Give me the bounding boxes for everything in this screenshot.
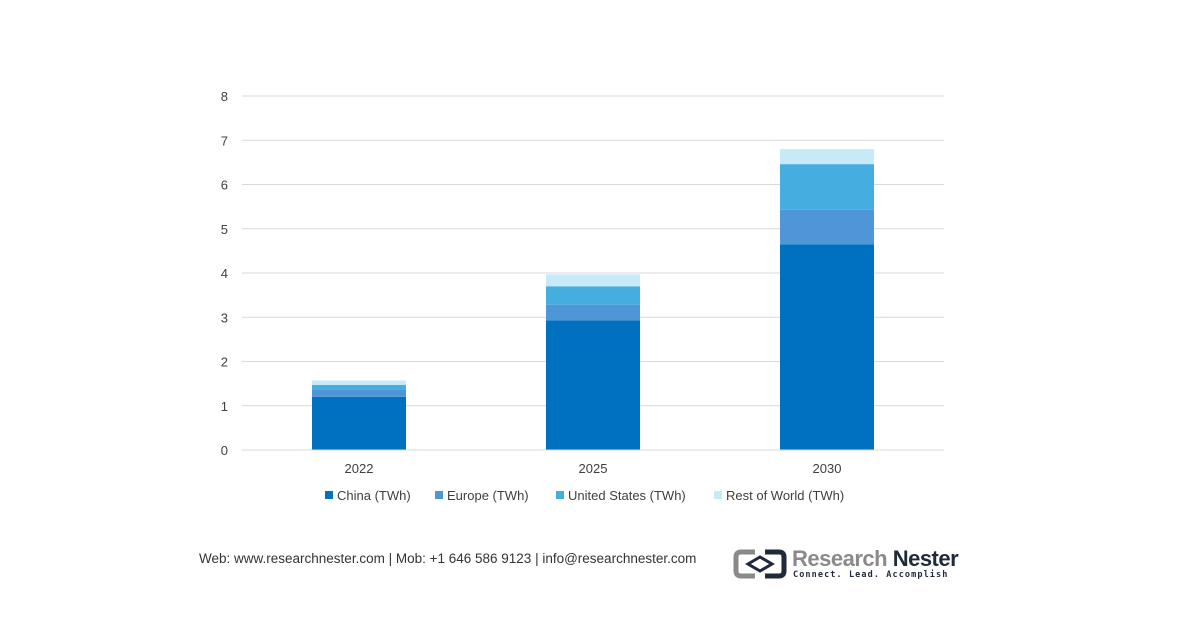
bar-segment	[312, 396, 406, 450]
x-tick-label: 2022	[345, 461, 374, 476]
logo-name: Research Nester	[792, 546, 959, 572]
y-tick-label: 8	[221, 89, 228, 104]
legend-swatch	[435, 491, 443, 499]
bar-segment	[546, 286, 640, 305]
x-tick-label: 2030	[813, 461, 842, 476]
legend-item: China (TWh)	[325, 488, 411, 503]
legend-swatch	[556, 491, 564, 499]
legend-item: Rest of World (TWh)	[714, 488, 844, 503]
legend-item: Europe (TWh)	[435, 488, 529, 503]
bar-segment	[312, 389, 406, 397]
legend-swatch	[325, 491, 333, 499]
logo-name-part2: Nester	[892, 546, 959, 571]
x-tick-label: 2025	[579, 461, 608, 476]
bar-segment	[546, 274, 640, 287]
logo-tagline: Connect. Lead. Accomplish	[793, 570, 949, 580]
legend-swatch	[714, 491, 722, 499]
y-tick-label: 2	[221, 355, 228, 370]
bar-segment	[780, 209, 874, 245]
y-tick-label: 6	[221, 178, 228, 193]
legend-label: United States (TWh)	[568, 488, 686, 503]
bar-segment	[780, 149, 874, 165]
legend-label: Rest of World (TWh)	[726, 488, 844, 503]
legend: China (TWh) Europe (TWh) United States (TW…	[325, 488, 844, 503]
footer-contact-info: Web: www.researchnester.com | Mob: +1 64…	[199, 551, 697, 566]
y-tick-label: 0	[221, 443, 228, 458]
research-nester-logo: Research Nester Connect. Lead. Accomplis…	[733, 546, 959, 584]
logo-name-part1: Research	[792, 546, 888, 571]
legend-item: United States (TWh)	[556, 488, 686, 503]
logo-mark-icon	[733, 549, 787, 579]
bar-segment	[546, 304, 640, 321]
legend-label: Europe (TWh)	[447, 488, 529, 503]
bars	[312, 149, 874, 450]
y-tick-label: 1	[221, 399, 228, 414]
y-tick-label: 5	[221, 222, 228, 237]
y-axis-ticks: 0 1 2 3 4 5 6 7 8	[221, 89, 228, 458]
y-tick-label: 3	[221, 310, 228, 325]
x-axis-ticks: 2022 2025 2030	[345, 461, 842, 476]
legend-label: China (TWh)	[337, 488, 411, 503]
y-tick-label: 4	[221, 266, 228, 281]
bar-segment	[312, 380, 406, 385]
bar-segment	[780, 244, 874, 450]
y-tick-label: 7	[221, 133, 228, 148]
bar-segment	[780, 164, 874, 210]
bar-segment	[312, 384, 406, 390]
bar-segment	[546, 320, 640, 450]
